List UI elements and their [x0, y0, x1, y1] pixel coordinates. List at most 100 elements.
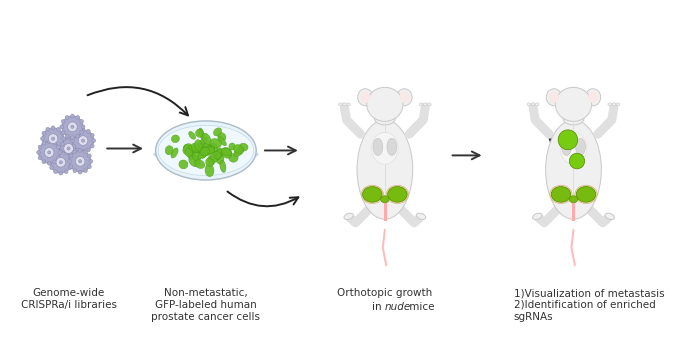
Ellipse shape — [372, 132, 398, 164]
Circle shape — [58, 150, 62, 154]
Ellipse shape — [239, 143, 248, 151]
Ellipse shape — [198, 137, 207, 147]
Circle shape — [57, 152, 62, 156]
Ellipse shape — [551, 186, 570, 202]
Circle shape — [76, 141, 80, 145]
Ellipse shape — [171, 148, 178, 158]
Ellipse shape — [205, 145, 214, 156]
Circle shape — [41, 137, 44, 141]
Ellipse shape — [155, 121, 256, 180]
Circle shape — [62, 130, 65, 134]
Circle shape — [81, 139, 85, 142]
Circle shape — [71, 136, 74, 140]
Circle shape — [87, 129, 90, 133]
Ellipse shape — [165, 146, 173, 155]
Circle shape — [67, 147, 70, 150]
Circle shape — [44, 148, 54, 157]
Circle shape — [64, 151, 68, 155]
Ellipse shape — [234, 147, 244, 157]
Circle shape — [50, 166, 53, 170]
Circle shape — [81, 128, 85, 132]
Circle shape — [66, 136, 71, 140]
Ellipse shape — [214, 128, 222, 136]
Circle shape — [68, 159, 71, 163]
Circle shape — [68, 155, 72, 159]
Ellipse shape — [343, 103, 346, 106]
Circle shape — [57, 146, 60, 150]
Circle shape — [71, 125, 74, 129]
Circle shape — [38, 156, 42, 160]
Ellipse shape — [208, 156, 215, 165]
Circle shape — [76, 134, 80, 138]
Ellipse shape — [575, 185, 597, 204]
Ellipse shape — [588, 91, 598, 103]
Ellipse shape — [387, 138, 397, 156]
Ellipse shape — [549, 91, 559, 103]
Circle shape — [69, 165, 73, 168]
Circle shape — [87, 148, 90, 152]
Circle shape — [51, 126, 55, 130]
Ellipse shape — [536, 103, 539, 106]
Circle shape — [78, 149, 82, 152]
Circle shape — [62, 137, 66, 141]
Ellipse shape — [400, 91, 410, 103]
Ellipse shape — [373, 138, 383, 156]
Ellipse shape — [199, 147, 209, 155]
Ellipse shape — [195, 140, 202, 151]
Circle shape — [59, 171, 63, 175]
Ellipse shape — [214, 151, 221, 159]
Ellipse shape — [195, 129, 204, 137]
Circle shape — [76, 116, 80, 120]
Ellipse shape — [546, 89, 561, 106]
Circle shape — [60, 131, 64, 135]
Circle shape — [42, 141, 46, 145]
Ellipse shape — [210, 153, 219, 162]
Circle shape — [56, 157, 66, 167]
Circle shape — [48, 134, 58, 144]
Ellipse shape — [205, 164, 214, 177]
Circle shape — [68, 166, 72, 170]
Circle shape — [50, 152, 71, 173]
Circle shape — [78, 136, 88, 145]
Circle shape — [52, 160, 57, 164]
Ellipse shape — [187, 149, 195, 160]
Ellipse shape — [153, 147, 259, 162]
Ellipse shape — [386, 185, 409, 204]
Ellipse shape — [183, 144, 193, 154]
Ellipse shape — [203, 147, 213, 153]
Ellipse shape — [189, 156, 200, 167]
Ellipse shape — [202, 148, 209, 158]
Circle shape — [65, 134, 69, 138]
Circle shape — [66, 157, 71, 161]
Ellipse shape — [585, 89, 601, 106]
Circle shape — [48, 161, 51, 165]
Circle shape — [76, 152, 80, 156]
Ellipse shape — [197, 147, 204, 155]
Circle shape — [90, 133, 94, 137]
Ellipse shape — [527, 103, 531, 106]
Ellipse shape — [560, 132, 587, 164]
Ellipse shape — [563, 112, 584, 125]
Ellipse shape — [561, 138, 571, 156]
Ellipse shape — [576, 186, 596, 202]
Circle shape — [56, 147, 60, 150]
Ellipse shape — [206, 145, 215, 154]
Ellipse shape — [202, 133, 211, 144]
Circle shape — [62, 120, 65, 123]
Ellipse shape — [220, 160, 226, 172]
Circle shape — [57, 156, 60, 160]
Circle shape — [42, 142, 46, 146]
Ellipse shape — [200, 147, 209, 156]
Circle shape — [72, 144, 76, 148]
Circle shape — [88, 154, 91, 158]
Ellipse shape — [206, 158, 214, 167]
Ellipse shape — [367, 87, 403, 121]
Text: 1)Visualization of metastasis
2)Identification of enriched
sgRNAs: 1)Visualization of metastasis 2)Identifi… — [514, 288, 664, 321]
Circle shape — [57, 145, 60, 149]
Ellipse shape — [531, 103, 535, 106]
Circle shape — [51, 148, 55, 152]
Ellipse shape — [210, 139, 221, 148]
Circle shape — [62, 137, 65, 141]
Circle shape — [57, 127, 60, 131]
Circle shape — [90, 144, 94, 148]
